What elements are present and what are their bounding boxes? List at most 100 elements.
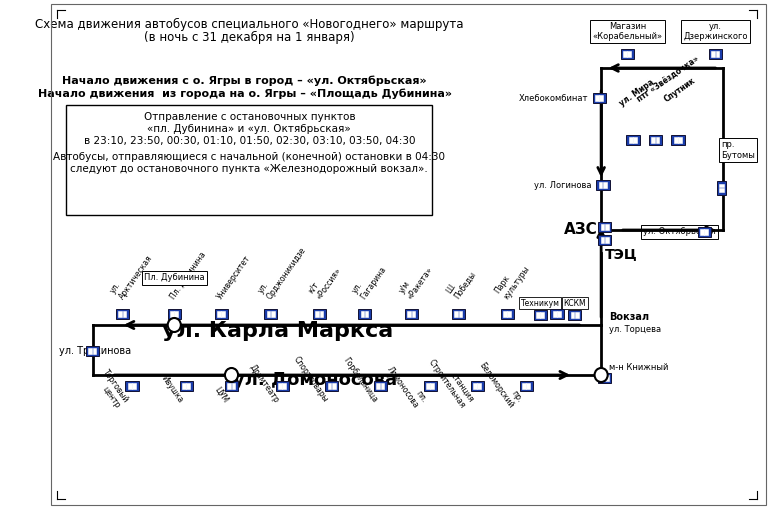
- Text: АЗС: АЗС: [564, 222, 598, 238]
- Text: Ивушка: Ивушка: [159, 374, 185, 404]
- Bar: [599, 182, 602, 188]
- Bar: [313, 309, 326, 319]
- Bar: [711, 51, 715, 56]
- Bar: [605, 237, 608, 243]
- Text: Начало движения с о. Ягры в город – «ул. Октябрьская»: Начало движения с о. Ягры в город – «ул.…: [62, 75, 427, 86]
- Bar: [332, 383, 336, 389]
- Bar: [426, 383, 430, 389]
- Bar: [180, 381, 193, 391]
- Bar: [128, 383, 132, 389]
- Text: Спутник: Спутник: [662, 76, 697, 104]
- Text: ул.
Орджоникидзе: ул. Орджоникидзе: [257, 240, 308, 301]
- Bar: [571, 312, 574, 318]
- Bar: [651, 137, 655, 143]
- Text: ул. Октябрьская: ул. Октябрьская: [644, 228, 716, 237]
- Bar: [605, 375, 608, 381]
- Bar: [629, 137, 632, 143]
- Bar: [557, 311, 561, 317]
- Bar: [671, 135, 685, 145]
- Text: пр.
Беломорский: пр. Беломорский: [477, 355, 524, 410]
- Text: Торговый
центр: Торговый центр: [92, 367, 130, 410]
- Bar: [276, 381, 289, 391]
- Bar: [271, 311, 275, 317]
- Bar: [623, 51, 627, 56]
- Bar: [182, 383, 186, 389]
- Text: пл.
Ломоносова: пл. Ломоносова: [385, 359, 429, 410]
- Bar: [86, 346, 99, 356]
- Bar: [698, 227, 711, 237]
- Text: в 23:10, 23:50, 00:30, 01:10, 01:50, 02:30, 03:10, 03:50, 04:30: в 23:10, 23:50, 00:30, 01:10, 01:50, 02:…: [84, 136, 415, 146]
- Bar: [215, 309, 228, 319]
- Text: Хлебокомбинат: Хлебокомбинат: [518, 94, 588, 102]
- Bar: [360, 311, 364, 317]
- Bar: [325, 381, 339, 391]
- Text: Парк
культуры: Парк культуры: [494, 259, 531, 301]
- Bar: [520, 381, 533, 391]
- Bar: [605, 224, 608, 230]
- Bar: [320, 311, 323, 317]
- Bar: [500, 309, 514, 319]
- Bar: [328, 383, 331, 389]
- Bar: [174, 311, 178, 317]
- Bar: [649, 135, 662, 145]
- Bar: [477, 383, 481, 389]
- Text: Ш.
Победы: Ш. Победы: [444, 265, 478, 301]
- Bar: [678, 137, 681, 143]
- Bar: [705, 229, 708, 235]
- Bar: [365, 311, 368, 317]
- Bar: [536, 312, 540, 318]
- Circle shape: [225, 368, 238, 382]
- Bar: [718, 184, 724, 187]
- Text: Схема движения автобусов специального «Новогоднего» маршрута: Схема движения автобусов специального «Н…: [35, 18, 464, 31]
- Circle shape: [168, 318, 181, 332]
- Bar: [674, 137, 678, 143]
- Bar: [598, 373, 611, 383]
- Bar: [374, 381, 387, 391]
- Bar: [458, 311, 462, 317]
- Bar: [715, 51, 719, 56]
- Bar: [424, 381, 437, 391]
- Bar: [601, 375, 604, 381]
- Circle shape: [594, 368, 608, 382]
- Text: ул. Мира: ул. Мира: [618, 78, 656, 108]
- Text: Спорттовары: Спорттовары: [292, 355, 330, 404]
- Text: Университет: Университет: [216, 253, 253, 301]
- Text: у/м
«Ракета»: у/м «Ракета»: [397, 259, 435, 301]
- Text: ТЭЦ: ТЭЦ: [605, 247, 638, 261]
- Bar: [568, 310, 581, 320]
- Bar: [168, 309, 181, 319]
- Bar: [597, 180, 610, 190]
- Bar: [119, 311, 122, 317]
- Bar: [316, 311, 319, 317]
- Bar: [452, 309, 465, 319]
- Text: Горбольница: Горбольница: [341, 356, 379, 404]
- Bar: [412, 311, 415, 317]
- Bar: [503, 311, 507, 317]
- Text: Отправление с остановочных пунктов: Отправление с остановочных пунктов: [143, 112, 355, 122]
- Bar: [522, 383, 526, 389]
- Bar: [553, 311, 557, 317]
- Bar: [700, 229, 704, 235]
- Bar: [603, 182, 607, 188]
- Bar: [628, 51, 631, 56]
- Bar: [633, 137, 637, 143]
- Bar: [507, 311, 511, 317]
- Bar: [655, 137, 659, 143]
- Bar: [358, 309, 371, 319]
- Bar: [89, 348, 92, 354]
- Bar: [540, 312, 544, 318]
- Text: ул.
Дзержинского: ул. Дзержинского: [683, 22, 748, 41]
- Bar: [473, 383, 477, 389]
- Bar: [598, 235, 611, 245]
- Bar: [718, 188, 724, 192]
- Text: ул. Логинова: ул. Логинова: [534, 181, 592, 189]
- Text: ул.
Гагарина: ул. Гагарина: [350, 259, 388, 301]
- Bar: [405, 309, 418, 319]
- Bar: [717, 181, 726, 195]
- Bar: [601, 224, 604, 230]
- Bar: [92, 348, 96, 354]
- Bar: [470, 381, 484, 391]
- Bar: [227, 383, 231, 389]
- Bar: [122, 311, 126, 317]
- Text: ЦУМ: ЦУМ: [213, 385, 229, 404]
